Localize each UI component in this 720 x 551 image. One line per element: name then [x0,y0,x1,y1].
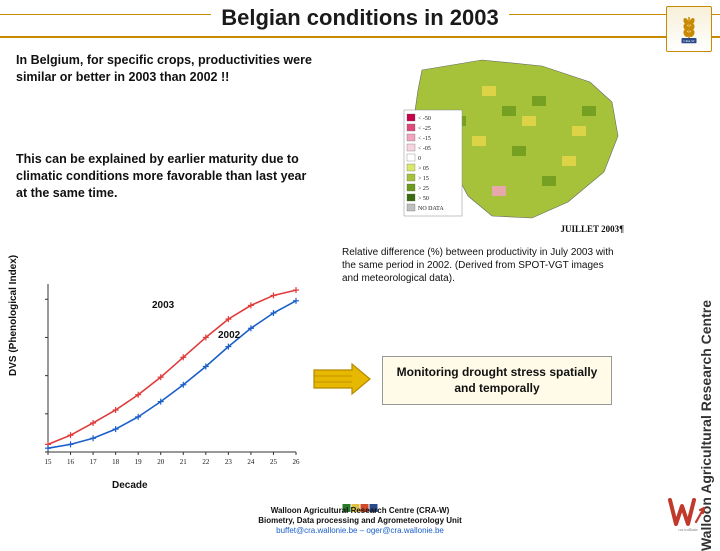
footer-line-1: Walloon Agricultural Research Centre (CR… [0,506,720,516]
paragraph-2: This can be explained by earlier maturit… [16,151,316,202]
footer-line-2: Biometry, Data processing and Agrometeor… [0,516,720,526]
arrow-icon [312,362,372,396]
svg-text:CRA-W: CRA-W [683,39,695,43]
logo-bottom-right: cra.wallonie [664,492,712,534]
svg-text:21: 21 [180,458,188,466]
svg-text:> 15: > 15 [418,176,429,182]
svg-text:> 25: > 25 [418,186,429,192]
map-caption: Relative difference (%) between producti… [342,246,622,285]
svg-text:< -25: < -25 [418,126,431,132]
svg-text:24: 24 [247,458,255,466]
wheat-icon: CRA-W [674,14,704,44]
svg-text:15: 15 [45,458,53,466]
page-title: Belgian conditions in 2003 [211,5,509,31]
callout-box: Monitoring drought stress spatially and … [382,356,612,405]
svg-text:26: 26 [293,458,301,466]
svg-text:25: 25 [270,458,278,466]
svg-text:NO DATA: NO DATA [418,206,444,212]
footer: Walloon Agricultural Research Centre (CR… [0,506,720,536]
svg-text:< -15: < -15 [418,136,431,142]
w-logo-icon: cra.wallonie [666,494,710,532]
svg-text:< -50: < -50 [418,116,431,122]
svg-text:19: 19 [135,458,143,466]
svg-text:> 50: > 50 [418,196,429,202]
belgium-map: < -50 < -25 < -15 < -05 0 > 05 > 15 > 25 > 50 NO … [332,46,632,236]
paragraph-1: In Belgium, for specific crops, producti… [16,52,316,86]
svg-text:cra.wallonie: cra.wallonie [678,527,698,532]
svg-text:20: 20 [157,458,165,466]
svg-text:17: 17 [90,458,98,466]
chart-x-label: Decade [112,480,148,491]
svg-text:< -05: < -05 [418,146,431,152]
svg-text:> 05: > 05 [418,166,429,172]
svg-text:23: 23 [225,458,233,466]
content-area: In Belgium, for specific crops, producti… [12,46,650,504]
svg-text:JUILLET 2003¶: JUILLET 2003¶ [561,224,625,234]
footer-line-3: buffet@cra.wallonie.be – oger@cra.wallon… [0,526,720,536]
svg-text:16: 16 [67,458,75,466]
svg-text:18: 18 [112,458,120,466]
series-label-2003: 2003 [152,300,174,311]
svg-text:0: 0 [418,156,421,162]
svg-text:22: 22 [202,458,210,466]
series-label-2002: 2002 [218,330,240,341]
logo-top-right: CRA-W [666,6,712,52]
title-bar: Belgian conditions in 2003 [0,0,720,38]
